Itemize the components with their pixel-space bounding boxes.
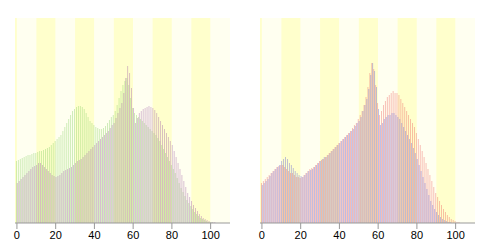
svg-text:20: 20: [50, 229, 62, 241]
svg-text:20: 20: [295, 229, 307, 241]
svg-text:60: 60: [372, 229, 384, 241]
svg-text:0: 0: [259, 229, 265, 241]
svg-text:100: 100: [446, 229, 464, 241]
svg-text:80: 80: [411, 229, 423, 241]
svg-text:40: 40: [88, 229, 100, 241]
svg-text:60: 60: [127, 229, 139, 241]
svg-text:100: 100: [201, 229, 219, 241]
svg-text:40: 40: [333, 229, 345, 241]
svg-text:0: 0: [14, 229, 20, 241]
svg-text:80: 80: [166, 229, 178, 241]
